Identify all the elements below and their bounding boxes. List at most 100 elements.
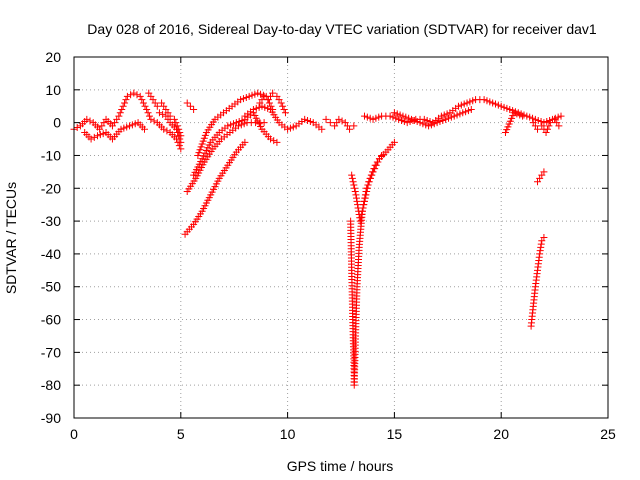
data-point xyxy=(529,114,537,122)
data-point xyxy=(128,121,136,129)
tick-labels: 0 5 10 15 20 25 20 10 0 -10 -20 -30 -40 -50 -60 -70 -80 -… xyxy=(41,49,616,442)
data-point xyxy=(136,92,144,100)
data-point xyxy=(413,118,421,126)
data-point xyxy=(200,134,208,142)
data-point xyxy=(454,102,462,110)
data-point xyxy=(464,107,472,115)
data-point xyxy=(443,110,451,118)
data-point xyxy=(338,117,346,125)
data-point xyxy=(360,112,368,120)
data-point xyxy=(356,217,364,225)
data-point xyxy=(357,214,365,222)
x-tick-label: 15 xyxy=(387,426,403,442)
data-marks-layer xyxy=(70,89,565,389)
y-tick-label: -10 xyxy=(41,147,61,163)
data-point xyxy=(322,115,330,123)
y-tick-label: -70 xyxy=(41,344,61,360)
data-point xyxy=(445,114,453,122)
y-tick-label: 20 xyxy=(45,49,61,65)
data-point xyxy=(93,132,101,140)
data-point xyxy=(555,122,563,130)
data-point xyxy=(536,247,544,255)
data-point xyxy=(350,122,358,130)
data-point xyxy=(503,104,511,112)
series-17 xyxy=(529,115,563,136)
data-point xyxy=(99,130,107,138)
data-point xyxy=(351,184,359,192)
data-point xyxy=(516,111,524,119)
data-point xyxy=(433,119,441,127)
data-point xyxy=(389,113,397,121)
series-7 xyxy=(190,109,281,179)
data-point xyxy=(362,191,370,199)
data-point xyxy=(261,103,269,111)
data-point xyxy=(197,143,205,151)
data-point xyxy=(260,119,268,127)
data-point xyxy=(372,114,380,122)
x-tick-label: 20 xyxy=(493,426,509,442)
data-point xyxy=(364,181,372,189)
data-point xyxy=(143,106,151,114)
data-point xyxy=(546,119,554,127)
data-point xyxy=(150,117,158,125)
data-point xyxy=(242,93,250,101)
data-point xyxy=(284,125,292,133)
data-point xyxy=(554,113,562,121)
data-point xyxy=(237,96,245,104)
data-point xyxy=(466,98,474,106)
data-point xyxy=(378,151,386,159)
data-point xyxy=(348,174,356,182)
data-point xyxy=(163,127,171,135)
data-point xyxy=(480,96,488,104)
data-point xyxy=(249,106,257,114)
data-point xyxy=(456,110,464,118)
data-point xyxy=(279,102,287,110)
data-point xyxy=(352,194,360,202)
data-point xyxy=(252,104,260,112)
data-point xyxy=(360,197,368,205)
data-point xyxy=(116,109,124,117)
data-point xyxy=(115,112,123,120)
data-point xyxy=(140,125,148,133)
data-point xyxy=(405,114,413,122)
data-point xyxy=(264,104,272,112)
data-point xyxy=(238,116,246,124)
data-point xyxy=(176,135,184,143)
series-12 xyxy=(347,138,398,389)
data-point xyxy=(175,132,183,140)
data-point xyxy=(416,119,424,127)
y-tick-label: -80 xyxy=(41,377,61,393)
data-point xyxy=(537,240,545,248)
data-point xyxy=(390,138,398,146)
data-point xyxy=(483,97,491,105)
series-11 xyxy=(322,115,358,133)
y-tick-label: 10 xyxy=(45,82,61,98)
data-point xyxy=(177,145,185,153)
data-point xyxy=(147,115,155,123)
data-point xyxy=(201,131,209,139)
y-tick-label: -30 xyxy=(41,213,61,229)
data-point xyxy=(462,108,470,116)
series-9 xyxy=(241,102,326,133)
data-point xyxy=(402,113,410,121)
data-point xyxy=(437,112,445,120)
data-point xyxy=(245,92,253,100)
data-point xyxy=(123,92,131,100)
data-point xyxy=(363,113,371,121)
data-point xyxy=(87,135,95,143)
data-point xyxy=(453,111,461,119)
y-tick-label: -40 xyxy=(41,246,61,262)
x-tick-label: 25 xyxy=(600,426,616,442)
data-point xyxy=(557,112,565,120)
data-point xyxy=(469,97,477,105)
data-point xyxy=(173,125,181,133)
data-point xyxy=(175,142,183,150)
data-point xyxy=(145,112,153,120)
data-point xyxy=(270,137,278,145)
data-point xyxy=(363,184,371,192)
y-tick-label: -50 xyxy=(41,279,61,295)
series-0 xyxy=(70,89,185,153)
data-point xyxy=(363,188,371,196)
data-point xyxy=(460,100,468,108)
